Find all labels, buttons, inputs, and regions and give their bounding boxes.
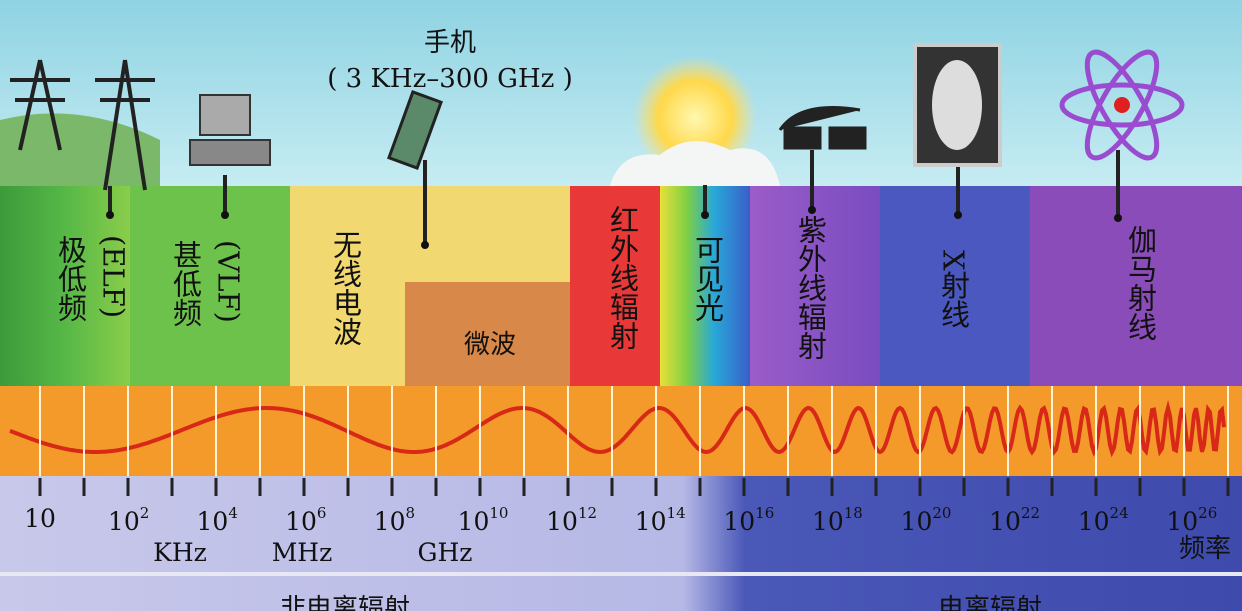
scale-base: 10 [634, 507, 667, 536]
scale-exponent: 16 [755, 504, 775, 522]
unit-label: MHz [271, 538, 333, 567]
band-sub-label: (ELF) [96, 235, 131, 319]
scale-label: 102 [107, 504, 150, 536]
phone-label: 手机 [423, 28, 477, 58]
scale-label: 1016 [723, 504, 775, 536]
scale-exponent: 10 [489, 504, 509, 522]
band-label: 红外线辐射 [605, 205, 640, 350]
scale-label: 1024 [1077, 504, 1129, 536]
scale-label: 106 [285, 504, 327, 536]
band-label: 伽马射线 [1123, 225, 1158, 341]
region-label: 非电离辐射 [279, 594, 411, 611]
scale-base: 10 [373, 507, 406, 536]
scale-label: 1026 [1166, 504, 1218, 536]
scale-exponent: 14 [666, 504, 686, 522]
band-label: 无线电波 [328, 230, 363, 346]
scale-base: 10 [723, 507, 756, 536]
unit-label: GHz [417, 538, 473, 567]
scale-base: 10 [1166, 507, 1199, 536]
region-label: 电离辐射 [937, 594, 1043, 611]
scale-exponent: 22 [1020, 504, 1041, 522]
scale-base: 10 [546, 507, 578, 536]
band-label: 甚低频 [168, 240, 203, 327]
axis-label: 频率 [1178, 534, 1232, 564]
scale-exponent: 2 [139, 504, 150, 522]
wave [9, 400, 1226, 458]
scale-exponent: 8 [405, 504, 416, 522]
scale-exponent: 18 [843, 504, 863, 522]
phone-range: ( 3 KHz–300 GHz ) [327, 64, 573, 94]
scale-base: 10 [1077, 507, 1110, 536]
scale-label: 108 [373, 504, 416, 536]
scale-base: 10 [285, 507, 317, 536]
scale-base: 10 [989, 507, 1021, 536]
scale-label: 1022 [989, 504, 1041, 536]
scale-label: 1020 [900, 504, 952, 536]
scale-base: 10 [457, 507, 490, 536]
scale-exponent: 20 [932, 504, 952, 522]
scale-base: 10 [900, 507, 933, 536]
scale-exponent: 26 [1198, 504, 1218, 522]
band-sub-label: (VLF) [211, 240, 246, 323]
scale-exponent: 24 [1109, 504, 1129, 522]
band-label: 可见光 [690, 235, 725, 322]
band-label: X射线 [936, 250, 971, 329]
scale-label: 1010 [457, 504, 509, 536]
band-label: 极低频 [53, 235, 88, 322]
scale-base: 10 [24, 504, 56, 533]
scale-exponent: 12 [577, 504, 598, 522]
scale-exponent: 6 [316, 504, 327, 522]
scale-label: 1012 [546, 504, 598, 536]
scale-base: 10 [811, 507, 844, 536]
scale-exponent: 4 [228, 504, 238, 522]
band-label: 紫外线辐射 [793, 215, 828, 360]
band-label: 微波 [463, 330, 517, 360]
scale-label: 1018 [811, 504, 863, 536]
scale-label: 1014 [634, 504, 686, 536]
scale-label: 10 [24, 506, 56, 531]
unit-label: KHz [153, 538, 207, 567]
scale-base: 10 [196, 507, 229, 536]
scale-base: 10 [107, 507, 140, 536]
scale-label: 104 [196, 504, 238, 536]
